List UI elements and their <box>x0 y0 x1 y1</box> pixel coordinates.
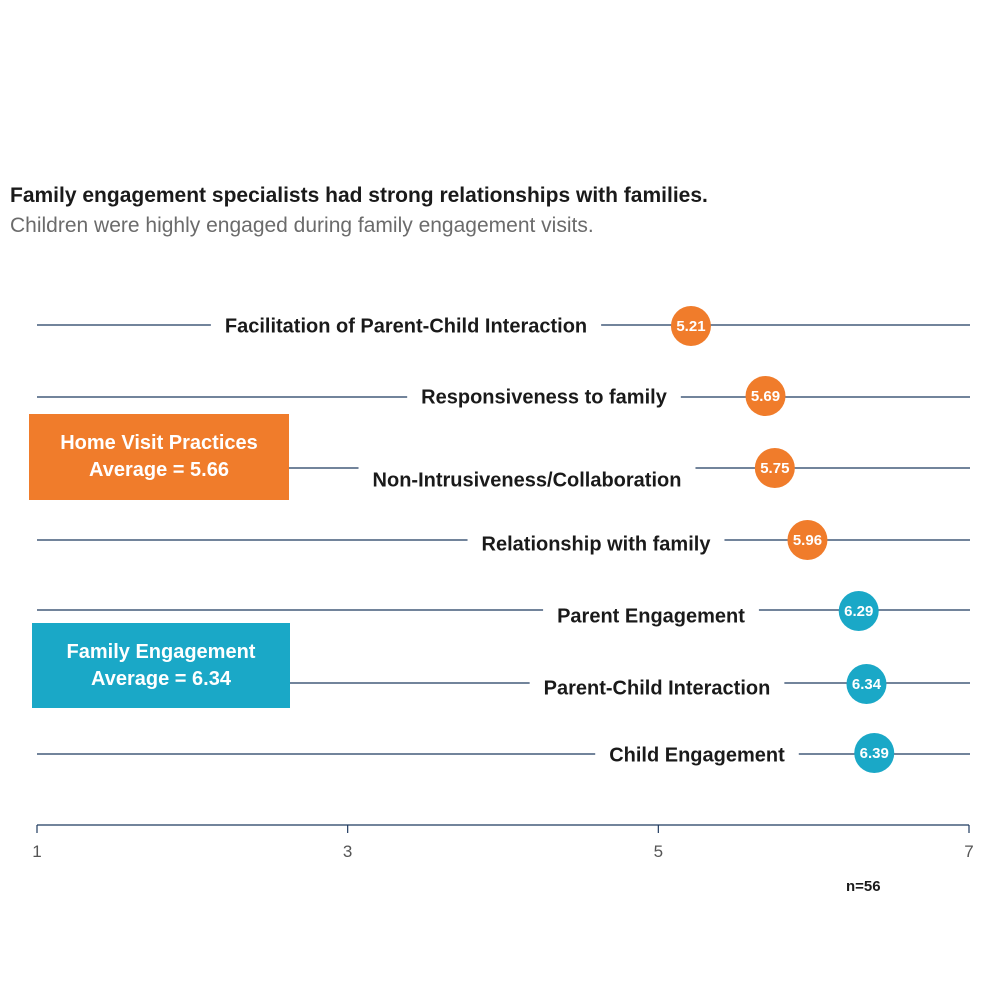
chart-subtitle: Children were highly engaged during fami… <box>10 214 594 237</box>
x-tick-label: 7 <box>964 842 973 861</box>
data-point <box>670 306 711 346</box>
family-engagement-average-box: Family Engagement Average = 6.34 <box>32 623 290 708</box>
family-engagement-box-average: Average = 6.34 <box>91 667 231 690</box>
home-visit-box-title: Home Visit Practices <box>60 432 258 454</box>
data-point <box>754 448 795 488</box>
category-label: Parent-Child Interaction <box>544 677 771 699</box>
data-label: 5.21 <box>676 318 705 335</box>
data-point <box>745 376 786 416</box>
family-engagement-box-title: Family Engagement <box>66 640 256 663</box>
chart-title: Family engagement specialists had strong… <box>10 184 708 207</box>
category-label: Relationship with family <box>482 533 712 555</box>
x-tick-label: 1 <box>32 842 41 861</box>
data-label: 6.39 <box>860 745 889 762</box>
data-point <box>854 733 895 773</box>
x-tick-label: 5 <box>654 842 663 861</box>
data-point <box>838 591 879 631</box>
sample-size-note: n=56 <box>846 878 881 895</box>
data-point <box>846 664 887 704</box>
category-label: Facilitation of Parent-Child Interaction <box>225 315 587 337</box>
data-label: 6.29 <box>844 603 873 620</box>
data-point <box>787 520 828 560</box>
category-label: Non-Intrusiveness/Collaboration <box>373 469 682 491</box>
category-label: Responsiveness to family <box>421 386 668 408</box>
data-label: 5.75 <box>760 460 789 477</box>
data-label: 5.96 <box>793 532 822 549</box>
category-label: Child Engagement <box>609 744 785 766</box>
category-label: Parent Engagement <box>557 605 745 627</box>
data-label: 5.69 <box>751 388 780 405</box>
home-visit-average-box: Home Visit Practices Average = 5.66 <box>29 414 289 500</box>
data-label: 6.34 <box>852 676 882 693</box>
x-tick-label: 3 <box>343 842 352 861</box>
home-visit-box-average: Average = 5.66 <box>89 459 229 481</box>
